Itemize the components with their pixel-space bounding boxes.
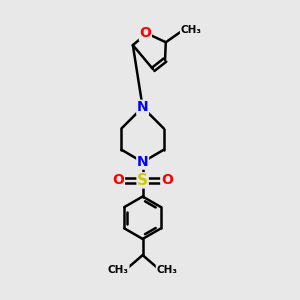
Text: CH₃: CH₃ (156, 265, 177, 275)
Text: CH₃: CH₃ (180, 25, 201, 35)
Text: N: N (137, 100, 148, 114)
Text: N: N (137, 155, 148, 169)
Text: O: O (140, 26, 151, 40)
Text: O: O (161, 173, 173, 187)
Text: CH₃: CH₃ (108, 265, 129, 275)
Text: S: S (137, 173, 148, 188)
Text: O: O (112, 173, 124, 187)
